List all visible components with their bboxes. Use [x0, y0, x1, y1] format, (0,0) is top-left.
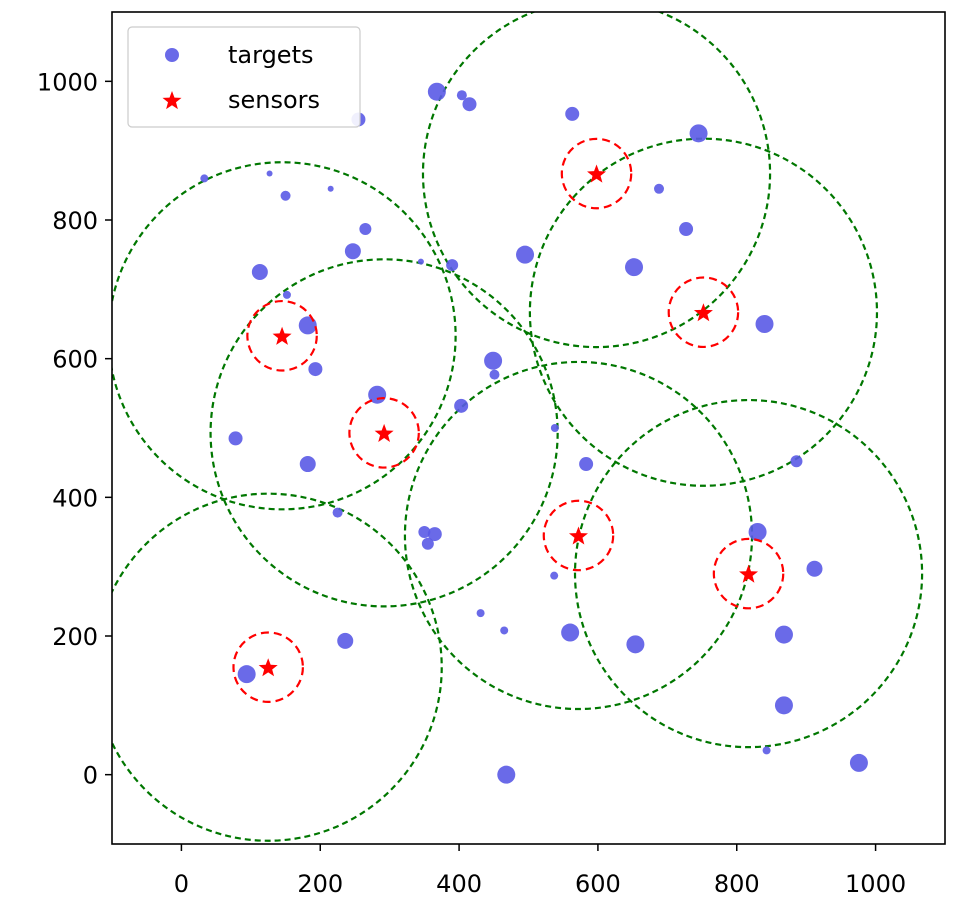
target-point — [497, 765, 516, 784]
target-point — [748, 523, 767, 541]
y-tick-label: 0 — [83, 762, 98, 790]
y-tick-label: 1000 — [37, 68, 98, 96]
target-point — [332, 507, 343, 518]
y-tick-label: 400 — [52, 484, 98, 512]
legend-sensors-label: sensors — [228, 86, 320, 114]
legend-targets-marker — [165, 48, 179, 62]
target-point — [418, 526, 431, 538]
y-tick-label: 600 — [52, 346, 98, 374]
target-point — [489, 369, 500, 380]
y-tick-label: 800 — [52, 207, 98, 235]
sensor-range-circle — [667, 276, 740, 349]
legend: targets sensors — [127, 26, 361, 128]
target-point — [266, 170, 273, 177]
target-point — [427, 527, 442, 542]
target-point — [462, 97, 477, 112]
target-point — [446, 259, 459, 272]
target-point — [579, 457, 594, 472]
sensor-point — [568, 526, 588, 545]
target-point — [806, 560, 823, 577]
target-point — [500, 626, 509, 635]
target-point — [774, 696, 793, 715]
target-point — [516, 245, 535, 264]
x-tick-label: 800 — [714, 870, 760, 898]
target-point — [308, 362, 323, 377]
target-point — [762, 746, 771, 755]
x-tick-label: 1000 — [845, 870, 906, 898]
target-point — [421, 537, 434, 550]
sensor-point — [739, 564, 759, 583]
target-point — [359, 223, 372, 236]
target-point — [280, 190, 291, 201]
target-point — [550, 424, 559, 432]
target-point — [298, 316, 317, 335]
legend-targets-label: targets — [228, 41, 313, 69]
target-point — [228, 431, 243, 446]
sensor-range-circle — [246, 299, 318, 372]
x-tick-label: 400 — [436, 870, 482, 898]
y-tick-label: 200 — [52, 623, 98, 651]
sensor-point — [272, 326, 292, 345]
target-point — [679, 222, 694, 237]
x-axis-ticks: 0 200 400 600 800 1000 — [174, 844, 906, 898]
target-point — [237, 665, 256, 684]
coverage-range-circle — [528, 137, 879, 487]
target-point — [561, 623, 580, 642]
target-points — [200, 82, 868, 784]
x-tick-label: 0 — [174, 870, 189, 898]
target-point — [849, 753, 868, 772]
target-point — [299, 456, 316, 473]
sensor-point — [258, 658, 278, 677]
coverage-range-circle — [112, 492, 443, 842]
plot-frame — [111, 11, 946, 845]
coverage-range-circle — [573, 398, 924, 749]
y-axis-ticks: 0 200 400 600 800 1000 — [37, 68, 112, 790]
coverage-range-circle — [421, 12, 772, 349]
target-point — [476, 609, 485, 618]
target-point — [200, 174, 209, 183]
target-point — [484, 351, 503, 370]
target-point — [625, 258, 644, 277]
target-point — [344, 243, 361, 260]
sensor-point — [693, 303, 713, 322]
target-point — [327, 185, 334, 192]
x-tick-label: 600 — [575, 870, 621, 898]
target-point — [626, 635, 645, 654]
target-point — [790, 455, 803, 468]
sensor-range-circle — [542, 499, 615, 572]
sensor-range-circle — [232, 631, 304, 704]
target-point — [755, 315, 774, 333]
coverage-range-circle — [112, 161, 457, 511]
target-point — [282, 290, 291, 299]
legend-sensors-marker — [162, 91, 182, 110]
target-point — [565, 106, 580, 121]
target-point — [689, 124, 708, 143]
sensor-point — [587, 164, 607, 183]
sensor-point — [374, 423, 394, 442]
coverage-range-circle — [209, 258, 559, 608]
target-point — [417, 258, 424, 265]
x-tick-label: 200 — [297, 870, 343, 898]
sensor-points — [258, 164, 759, 677]
target-point — [427, 82, 446, 101]
target-point — [454, 398, 469, 413]
sensor-range-circle — [560, 137, 633, 210]
target-point — [251, 264, 268, 280]
sensor-range-circle — [348, 397, 420, 469]
target-point — [654, 183, 665, 194]
target-point — [337, 632, 354, 649]
sensor-ranges — [232, 137, 785, 704]
target-point — [550, 571, 559, 580]
sensor-range-circle — [712, 537, 785, 610]
target-point — [456, 90, 467, 101]
legend-box — [127, 26, 361, 128]
target-point — [774, 625, 793, 644]
